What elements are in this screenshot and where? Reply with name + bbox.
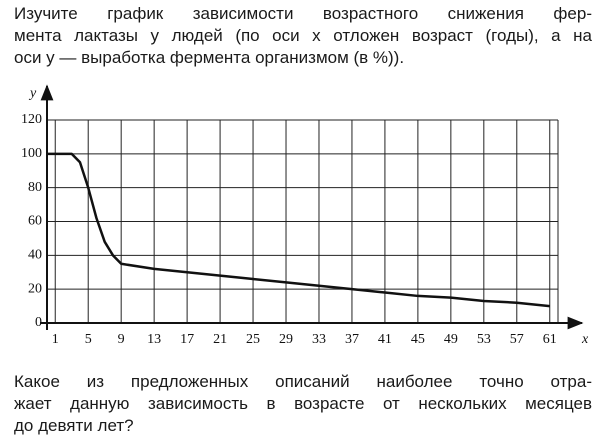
x-tick-label: 57 — [510, 332, 524, 347]
x-tick-label: 33 — [312, 332, 326, 347]
x-tick-label: 13 — [147, 332, 161, 347]
text-line: оси y — выработка фермента организмом (в… — [14, 48, 405, 67]
x-tick-label: 45 — [411, 332, 425, 347]
text-line: мента лактазы у людей (по оси x отложен … — [14, 26, 592, 45]
x-tick-label: 41 — [378, 332, 392, 347]
y-tick-label: 40 — [28, 248, 42, 263]
text-line: Какое из предложенных описаний наиболее … — [14, 372, 592, 391]
x-tick-label: 49 — [444, 332, 458, 347]
x-tick-label: 21 — [213, 332, 227, 347]
y-tick-label: 120 — [21, 112, 42, 127]
x-tick-label: 1 — [52, 332, 59, 347]
text-line: жает данную зависимость в возрасте от не… — [14, 394, 592, 413]
x-axis-label: x — [581, 332, 589, 347]
y-tick-label: 80 — [28, 180, 42, 195]
y-axis-label: y — [28, 86, 37, 101]
x-tick-label: 9 — [118, 332, 125, 347]
x-tick-label: 25 — [246, 332, 260, 347]
x-tick-label: 29 — [279, 332, 293, 347]
x-tick-label: 37 — [345, 332, 359, 347]
y-tick-label: 20 — [28, 281, 42, 296]
text-line: до девяти лет? — [14, 416, 134, 435]
y-tick-label: 0 — [35, 315, 42, 330]
text-line: Изучите график зависимости возрастного с… — [14, 4, 592, 23]
x-tick-label: 53 — [477, 332, 491, 347]
x-tick-label: 17 — [180, 332, 194, 347]
x-tick-label: 61 — [543, 332, 557, 347]
data-line — [47, 152, 550, 308]
y-tick-label: 100 — [21, 146, 42, 161]
y-tick-label: 60 — [28, 214, 42, 229]
x-tick-label: 5 — [85, 332, 92, 347]
